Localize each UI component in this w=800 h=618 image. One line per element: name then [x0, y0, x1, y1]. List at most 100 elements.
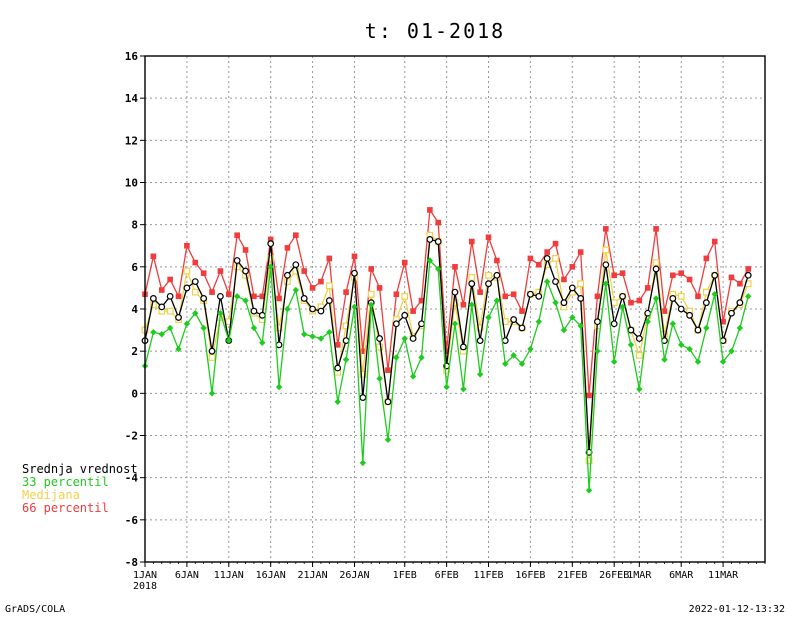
data-point: [594, 318, 601, 326]
data-point: [284, 305, 291, 313]
footer-left: GrADS/COLA: [5, 604, 65, 615]
footer-timestamp: 2022-01-12-13:32: [689, 604, 785, 615]
y-tick-label: -2: [125, 430, 138, 443]
data-point: [677, 305, 685, 313]
data-point: [510, 316, 518, 323]
x-tick-label: 11FEB: [473, 570, 503, 581]
data-point: [728, 309, 735, 317]
data-point: [284, 271, 291, 279]
data-point: [635, 351, 643, 359]
data-point: [300, 331, 308, 338]
data-point: [251, 293, 257, 300]
y-tick-label: -6: [125, 514, 139, 527]
data-point: [527, 345, 534, 353]
data-point: [686, 311, 693, 319]
data-point: [602, 261, 610, 269]
data-point: [166, 292, 174, 300]
data-point: [720, 318, 726, 325]
data-point: [376, 343, 383, 351]
data-point: [367, 290, 375, 298]
x-tick-label: 6MAR: [669, 570, 694, 581]
data-point: [318, 278, 324, 285]
data-point: [418, 297, 425, 304]
data-point: [376, 335, 383, 342]
data-point: [309, 285, 316, 291]
data-point: [493, 271, 501, 279]
data-point: [652, 295, 660, 302]
data-point: [619, 303, 626, 311]
data-point: [191, 288, 199, 296]
data-point: [166, 324, 174, 332]
data-point: [393, 291, 400, 298]
data-point: [510, 352, 517, 359]
data-point: [661, 308, 668, 314]
legend-item: 66 percentil: [22, 501, 109, 515]
data-point: [670, 272, 676, 279]
data-point: [494, 257, 500, 264]
data-point: [678, 341, 685, 349]
data-point: [610, 299, 618, 307]
data-point: [518, 360, 526, 368]
data-point: [644, 285, 651, 291]
data-point: [225, 291, 232, 298]
data-point: [217, 310, 224, 317]
data-point: [569, 264, 576, 270]
data-point: [326, 328, 333, 336]
data-point: [711, 271, 719, 279]
data-point: [736, 324, 744, 332]
data-point: [627, 341, 635, 349]
data-point: [259, 293, 266, 300]
data-point: [611, 272, 617, 279]
y-tick-label: -4: [125, 472, 139, 485]
data-point: [409, 373, 417, 380]
data-point: [292, 267, 300, 275]
series-33-percentil: [141, 257, 752, 494]
data-point: [175, 314, 182, 321]
data-point: [275, 324, 283, 332]
data-point: [183, 284, 191, 292]
data-point: [661, 356, 668, 363]
data-point: [443, 383, 450, 391]
data-point: [368, 266, 375, 272]
data-point: [158, 287, 165, 293]
data-point: [686, 345, 693, 353]
data-point: [544, 249, 550, 255]
data-point: [435, 265, 442, 273]
data-point: [744, 271, 752, 279]
data-point: [518, 324, 526, 332]
data-point: [452, 264, 458, 270]
data-point: [334, 364, 342, 372]
data-point: [208, 390, 216, 397]
data-point: [678, 270, 685, 276]
data-point: [468, 280, 476, 288]
data-point: [191, 278, 199, 285]
x-tick-label: 21JAN: [298, 570, 328, 581]
data-point: [577, 322, 584, 330]
data-point: [728, 347, 735, 355]
data-point: [476, 337, 484, 345]
y-tick-label: 16: [125, 50, 139, 63]
data-point: [384, 436, 392, 443]
x-tick-label: 16JAN: [256, 570, 286, 581]
data-point: [267, 255, 275, 262]
data-point: [426, 257, 434, 264]
data-point: [325, 297, 333, 304]
data-point: [242, 247, 249, 253]
grid: [145, 56, 765, 562]
data-point: [694, 326, 702, 334]
y-tick-label: 12: [125, 134, 138, 147]
data-point: [209, 289, 215, 295]
data-point: [737, 280, 743, 287]
data-point: [451, 288, 459, 296]
data-point: [242, 297, 249, 304]
x-tick-label: 21FEB: [557, 570, 587, 581]
data-point: [653, 226, 659, 232]
data-point: [149, 295, 157, 302]
data-point: [702, 288, 710, 296]
data-point: [267, 236, 274, 243]
x-tick-label: 1MAR: [627, 570, 652, 581]
data-point: [208, 347, 216, 355]
data-point: [334, 398, 341, 405]
